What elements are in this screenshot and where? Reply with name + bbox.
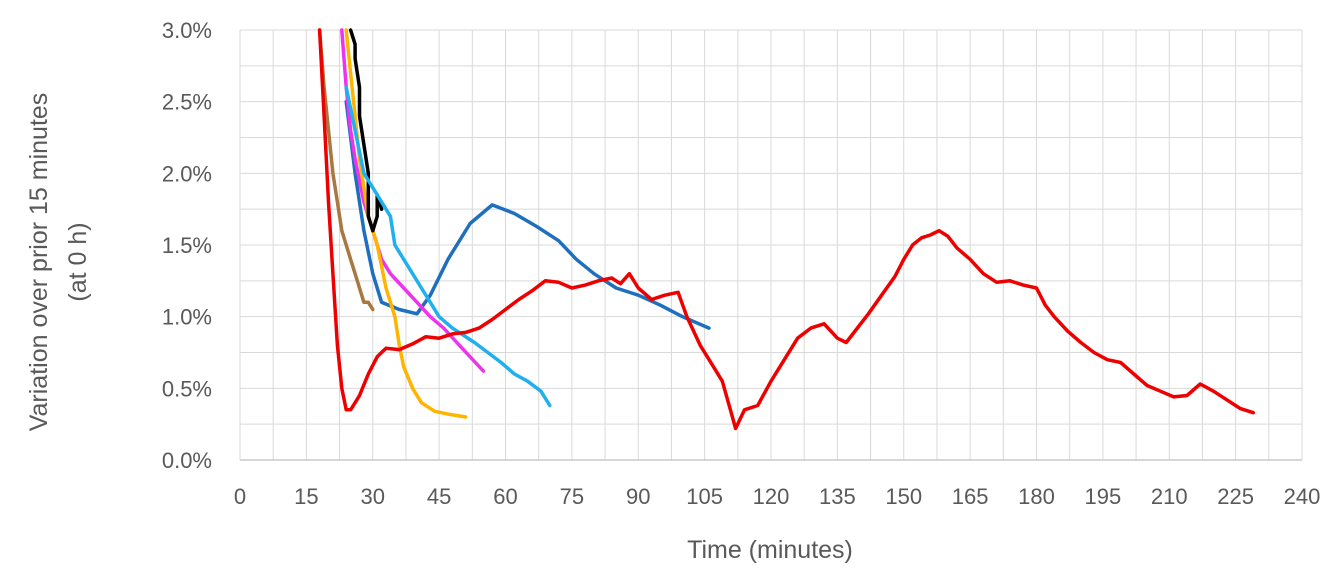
x-tick-label: 105 [686,484,723,509]
series-line-5 [348,28,384,233]
y-tick-label: 0.5% [162,376,212,401]
x-tick-label: 120 [753,484,790,509]
x-tick-label: 90 [626,484,650,509]
series-layer [317,28,1256,431]
x-tick-label: 45 [427,484,451,509]
x-tick-label: 210 [1151,484,1188,509]
x-axis-title: Time (minutes) [687,536,853,564]
y-tick-label: 1.0% [162,305,212,330]
x-tick-label: 240 [1284,484,1321,509]
x-tick-label: 15 [294,484,318,509]
y-axis-tick-labels: 0.0% 0.5% 1.0% 1.5% 2.0% 2.5% 3.0% [162,18,212,473]
x-tick-label: 150 [885,484,922,509]
y-tick-label: 2.5% [162,90,212,115]
series-line-1 [344,99,711,330]
y-tick-label: 3.0% [162,18,212,43]
x-tick-label: 30 [361,484,385,509]
x-tick-label: 75 [560,484,584,509]
x-axis-tick-labels: 0 15 30 45 60 75 90 105 120 135 150 165 180 195 210 225… [234,484,1320,509]
x-tick-label: 225 [1217,484,1254,509]
y-tick-label: 1.5% [162,233,212,258]
y-tick-label: 2.0% [162,161,212,186]
gridlines [239,29,1303,461]
x-tick-label: 0 [234,484,246,509]
series-line-3 [340,28,486,373]
series-line-6 [344,85,552,408]
y-axis-title-line-1: Variation over prior 15 minutes [25,93,53,432]
x-tick-label: 180 [1018,484,1055,509]
y-axis-title-line-2: (at 0 h) [64,222,92,301]
series-line-7 [317,28,1256,431]
y-tick-label: 0.0% [162,448,212,473]
x-tick-label: 165 [952,484,989,509]
x-tick-label: 135 [819,484,856,509]
x-tick-label: 195 [1085,484,1122,509]
series-line-2 [317,28,375,312]
x-tick-label: 60 [493,484,517,509]
